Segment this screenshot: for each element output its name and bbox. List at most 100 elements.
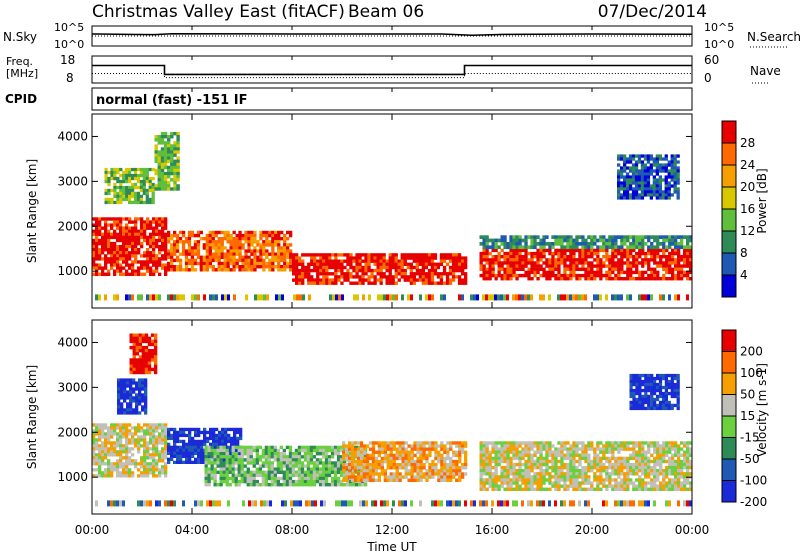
heatmap-cell xyxy=(146,462,150,466)
heatmap-cell xyxy=(98,272,102,276)
heatmap-cell xyxy=(623,181,627,185)
heatmap-cell xyxy=(680,245,684,250)
heatmap-cell xyxy=(152,423,156,427)
heatmap-cell xyxy=(578,258,582,262)
heatmap-cell xyxy=(590,264,594,268)
heatmap-cell xyxy=(608,273,612,278)
heatmap-cell xyxy=(491,255,495,259)
heatmap-cell xyxy=(292,268,296,273)
heatmap-cell xyxy=(668,238,672,243)
heatmap-cell xyxy=(424,275,429,279)
heatmap-cell xyxy=(626,251,630,256)
heatmap-cell xyxy=(107,471,111,475)
heatmap-cell xyxy=(308,294,311,301)
heatmap-cell xyxy=(539,459,543,464)
heatmap-cell xyxy=(240,448,244,453)
heatmap-cell xyxy=(116,248,120,252)
heatmap-cell xyxy=(536,484,540,488)
heatmap-cell xyxy=(400,253,404,257)
heatmap-cell xyxy=(575,258,579,262)
heatmap-cell xyxy=(506,484,510,488)
heatmap-cell xyxy=(291,455,296,459)
heatmap-cell xyxy=(593,270,597,275)
heatmap-cell xyxy=(241,255,245,259)
heatmap-cell xyxy=(652,178,656,182)
heatmap-cell xyxy=(167,171,171,176)
heatmap-cell xyxy=(530,261,534,265)
heatmap-cell xyxy=(327,467,332,471)
heatmap-cell xyxy=(422,444,426,448)
heatmap-cell xyxy=(358,445,362,450)
heatmap-cell xyxy=(581,267,585,271)
heatmap-cell xyxy=(208,252,212,256)
heatmap-cell xyxy=(389,450,393,454)
heatmap-cell xyxy=(644,270,648,275)
heatmap-cell xyxy=(152,453,156,457)
heatmap-cell xyxy=(554,242,558,246)
heatmap-cell xyxy=(318,479,323,484)
heatmap-cell xyxy=(283,249,287,253)
heatmap-cell xyxy=(631,181,636,185)
heatmap-cell xyxy=(119,197,123,202)
heatmap-cell xyxy=(145,173,149,178)
heatmap-cell xyxy=(572,481,576,485)
heatmap-cell xyxy=(131,254,135,258)
heatmap-cell xyxy=(134,244,138,249)
heatmap-cell xyxy=(374,463,378,467)
heatmap-cell xyxy=(587,242,591,246)
heatmap-cell xyxy=(134,260,138,264)
heatmap-cell xyxy=(554,484,558,488)
heatmap-cell xyxy=(608,270,612,275)
heatmap-cell xyxy=(331,265,335,270)
heatmap-cell xyxy=(623,255,627,259)
heatmap-cell xyxy=(146,254,150,258)
heatmap-cell xyxy=(107,435,111,439)
heatmap-cell xyxy=(294,464,299,468)
heatmap-cell xyxy=(225,448,229,453)
heatmap-cell xyxy=(386,441,390,445)
heatmap-cell xyxy=(107,197,111,202)
heatmap-cell xyxy=(137,248,141,252)
heatmap-cell xyxy=(512,469,516,473)
heatmap-cell xyxy=(506,487,510,491)
heatmap-cell xyxy=(234,473,238,478)
heatmap-cell xyxy=(328,253,332,257)
heatmap-cell xyxy=(509,484,513,488)
heatmap-cell xyxy=(286,255,290,259)
heatmap-cell xyxy=(494,465,498,470)
heatmap-cell xyxy=(128,200,132,205)
heatmap-cell xyxy=(107,229,111,233)
heatmap-cell xyxy=(389,478,393,482)
heatmap-cell xyxy=(247,258,251,263)
heatmap-cell xyxy=(599,264,603,268)
heatmap-cell xyxy=(113,444,117,448)
heatmap-cell xyxy=(252,461,256,465)
heatmap-cell xyxy=(140,435,144,439)
heatmap-cell xyxy=(244,240,248,244)
heatmap-cell xyxy=(128,235,132,240)
heatmap-cell xyxy=(163,153,168,157)
heatmap-cell xyxy=(142,170,146,175)
heatmap-cell xyxy=(113,229,117,233)
heatmap-cell xyxy=(488,277,492,281)
heatmap-cell xyxy=(262,246,266,250)
heatmap-cell xyxy=(443,475,447,479)
heatmap-cell xyxy=(236,442,240,446)
heatmap-cell xyxy=(122,447,126,451)
heatmap-cell xyxy=(461,450,465,454)
heatmap-cell xyxy=(143,450,147,454)
heatmap-cell xyxy=(631,172,636,176)
heatmap-cell xyxy=(494,294,497,301)
heatmap-cell xyxy=(137,468,141,472)
heatmap-cell xyxy=(539,487,543,491)
heatmap-cell xyxy=(134,462,138,466)
heatmap-cell xyxy=(451,268,456,273)
heatmap-cell xyxy=(634,172,639,176)
heatmap-cell xyxy=(413,453,417,458)
heatmap-cell xyxy=(394,262,398,266)
heatmap-cell xyxy=(542,456,546,461)
heatmap-cell xyxy=(188,430,192,435)
heatmap-cell xyxy=(158,471,162,475)
heatmap-cell xyxy=(437,453,441,458)
heatmap-cell xyxy=(268,268,272,272)
